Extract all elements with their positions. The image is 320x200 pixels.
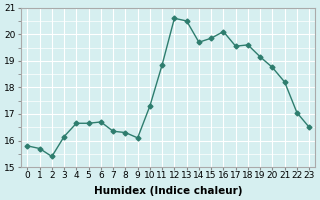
X-axis label: Humidex (Indice chaleur): Humidex (Indice chaleur) bbox=[94, 186, 243, 196]
